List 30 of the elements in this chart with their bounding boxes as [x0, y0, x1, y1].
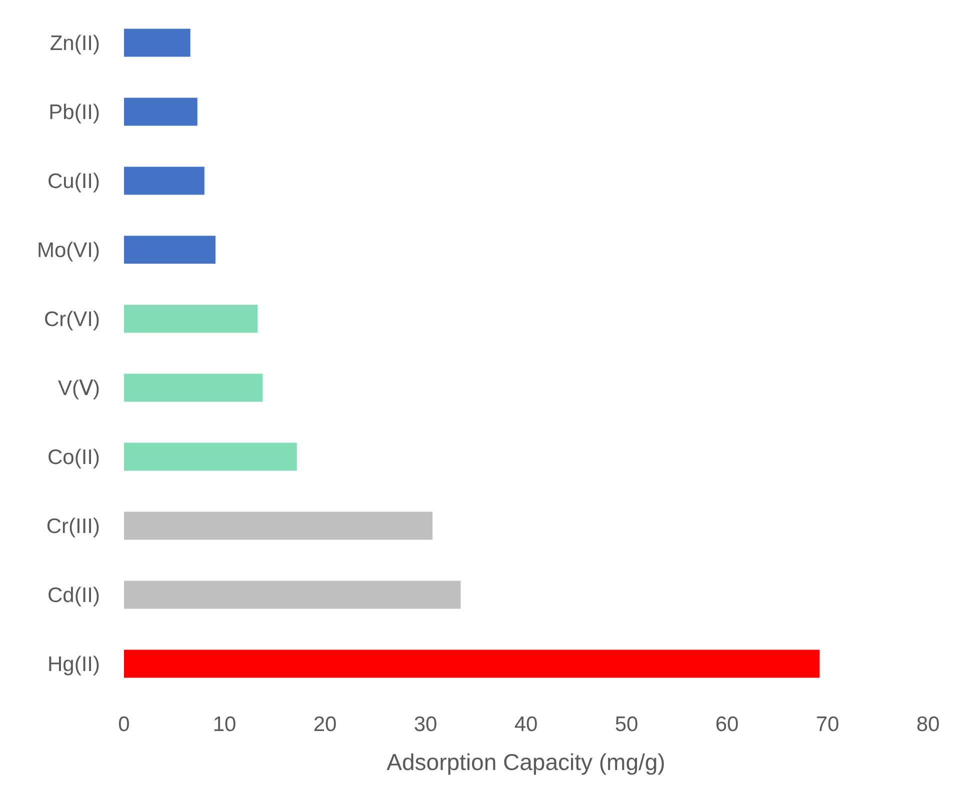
x-tick-label: 80: [916, 712, 940, 736]
y-tick-label: Cr(VI): [44, 308, 100, 331]
x-tick-label: 20: [313, 712, 337, 736]
y-tick-label: Zn(II): [50, 32, 100, 55]
x-tick-label: 30: [414, 712, 438, 736]
bar: [124, 374, 263, 402]
bar: [124, 512, 433, 540]
bar: [124, 304, 258, 333]
y-tick-label: Mo(VI): [37, 238, 100, 262]
y-tick-label: V(Ⅴ): [58, 376, 100, 400]
y-tick-label: Pb(II): [48, 100, 100, 124]
x-tick-label: 40: [514, 712, 538, 736]
bar: [124, 580, 461, 609]
x-tick-label: 70: [816, 712, 840, 736]
y-tick-label: Co(II): [48, 446, 100, 469]
x-tick-label: 60: [715, 712, 739, 736]
bar: [124, 166, 204, 195]
x-axis-title: Adsorption Capacity (mg/g): [386, 749, 666, 775]
y-tick-label: Cd(II): [48, 584, 100, 607]
bar: [124, 98, 198, 126]
bar: [124, 28, 190, 57]
bar: [124, 650, 820, 678]
bar: [124, 442, 297, 471]
y-tick-label: Hg(II): [48, 652, 100, 676]
x-tick-label: 10: [212, 712, 236, 736]
y-tick-label: Cr(III): [46, 514, 100, 538]
y-tick-label: Cu(II): [48, 170, 100, 193]
x-tick-label: 0: [118, 712, 130, 736]
x-tick-label: 50: [614, 712, 638, 736]
bar: [124, 236, 216, 264]
